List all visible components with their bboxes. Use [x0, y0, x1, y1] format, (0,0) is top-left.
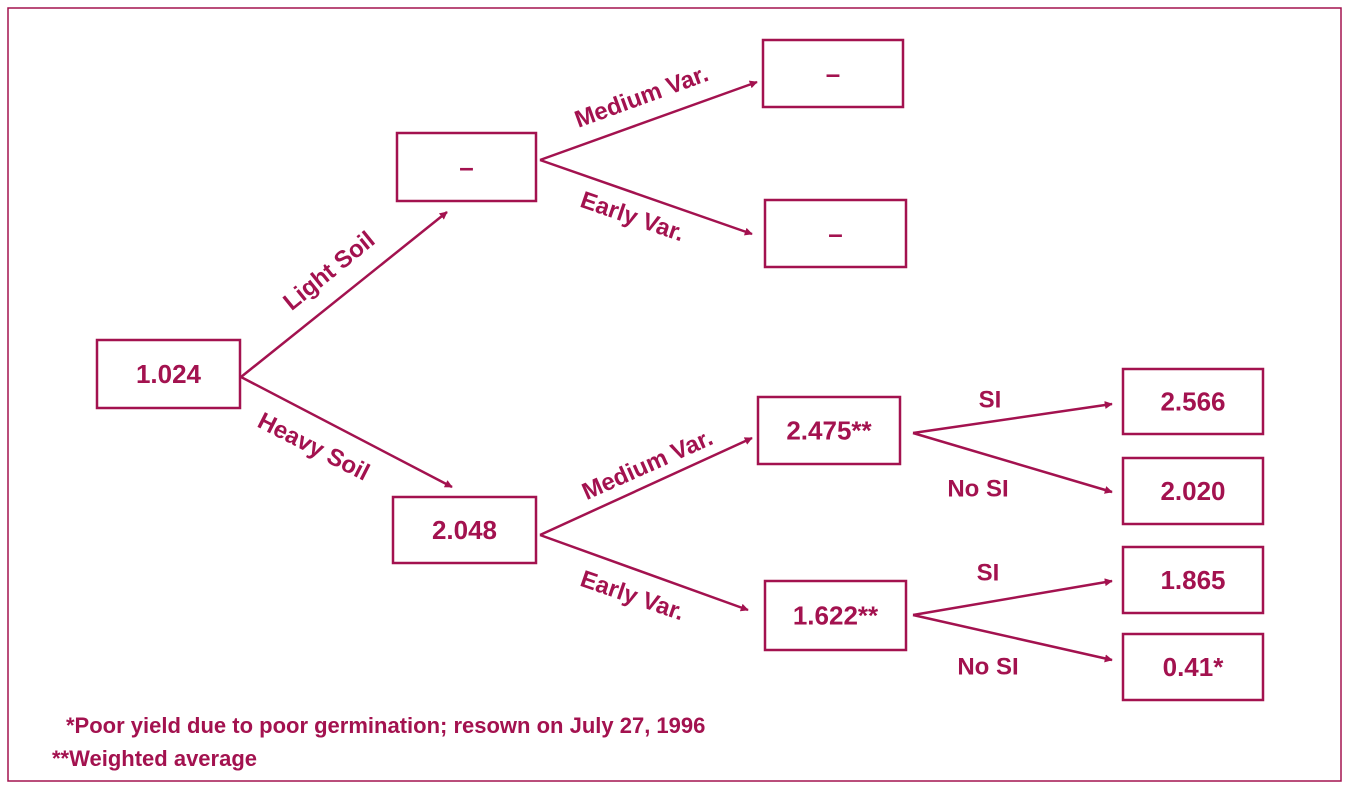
node-label: – [459, 152, 473, 182]
edge-arrow [912, 578, 1113, 617]
edge-label: SI [977, 559, 1000, 586]
frame [7, 7, 1342, 782]
edge-arrow [539, 158, 753, 236]
node-box [1121, 456, 1265, 526]
edge-arrow [539, 533, 749, 612]
footnote: **Weighted average [52, 746, 257, 771]
edge-label: Early Var. [577, 187, 688, 248]
node-label: – [828, 218, 842, 248]
edge-label: No SI [947, 475, 1008, 502]
edge-arrow [912, 613, 1113, 663]
node-label: 1.865 [1160, 565, 1225, 595]
node-label: 2.020 [1160, 476, 1225, 506]
node-box [391, 495, 538, 565]
node-box [1121, 632, 1265, 702]
footnote: *Poor yield due to poor germination; res… [66, 713, 705, 738]
node-box [395, 131, 538, 203]
node-box [1121, 545, 1265, 615]
node-label: 2.566 [1160, 386, 1225, 416]
edge-arrow [240, 375, 453, 489]
edge-label: Early Var. [577, 566, 688, 627]
edge-arrow [539, 436, 753, 537]
node-label: 1.622** [793, 600, 879, 630]
edge-arrow [240, 211, 448, 378]
edge-arrow [912, 401, 1113, 435]
node-box [763, 579, 908, 652]
edge-label: Light Soil [278, 226, 380, 316]
node-box [1121, 367, 1265, 436]
node-label: 1.024 [136, 359, 202, 389]
edge-arrow [912, 431, 1113, 494]
node-label: 0.41* [1163, 652, 1225, 682]
node-box [763, 198, 908, 269]
edge-arrow [539, 80, 758, 162]
edge-label: Heavy Soil [253, 407, 373, 486]
node-box [756, 395, 902, 466]
edge-label: SI [979, 386, 1002, 413]
node-box [761, 38, 905, 109]
node-label: – [826, 58, 840, 88]
node-label: 2.475** [786, 415, 872, 445]
node-box [95, 338, 242, 410]
edge-label: No SI [957, 653, 1018, 680]
node-label: 2.048 [432, 515, 497, 545]
edge-label: Medium Var. [578, 424, 717, 506]
